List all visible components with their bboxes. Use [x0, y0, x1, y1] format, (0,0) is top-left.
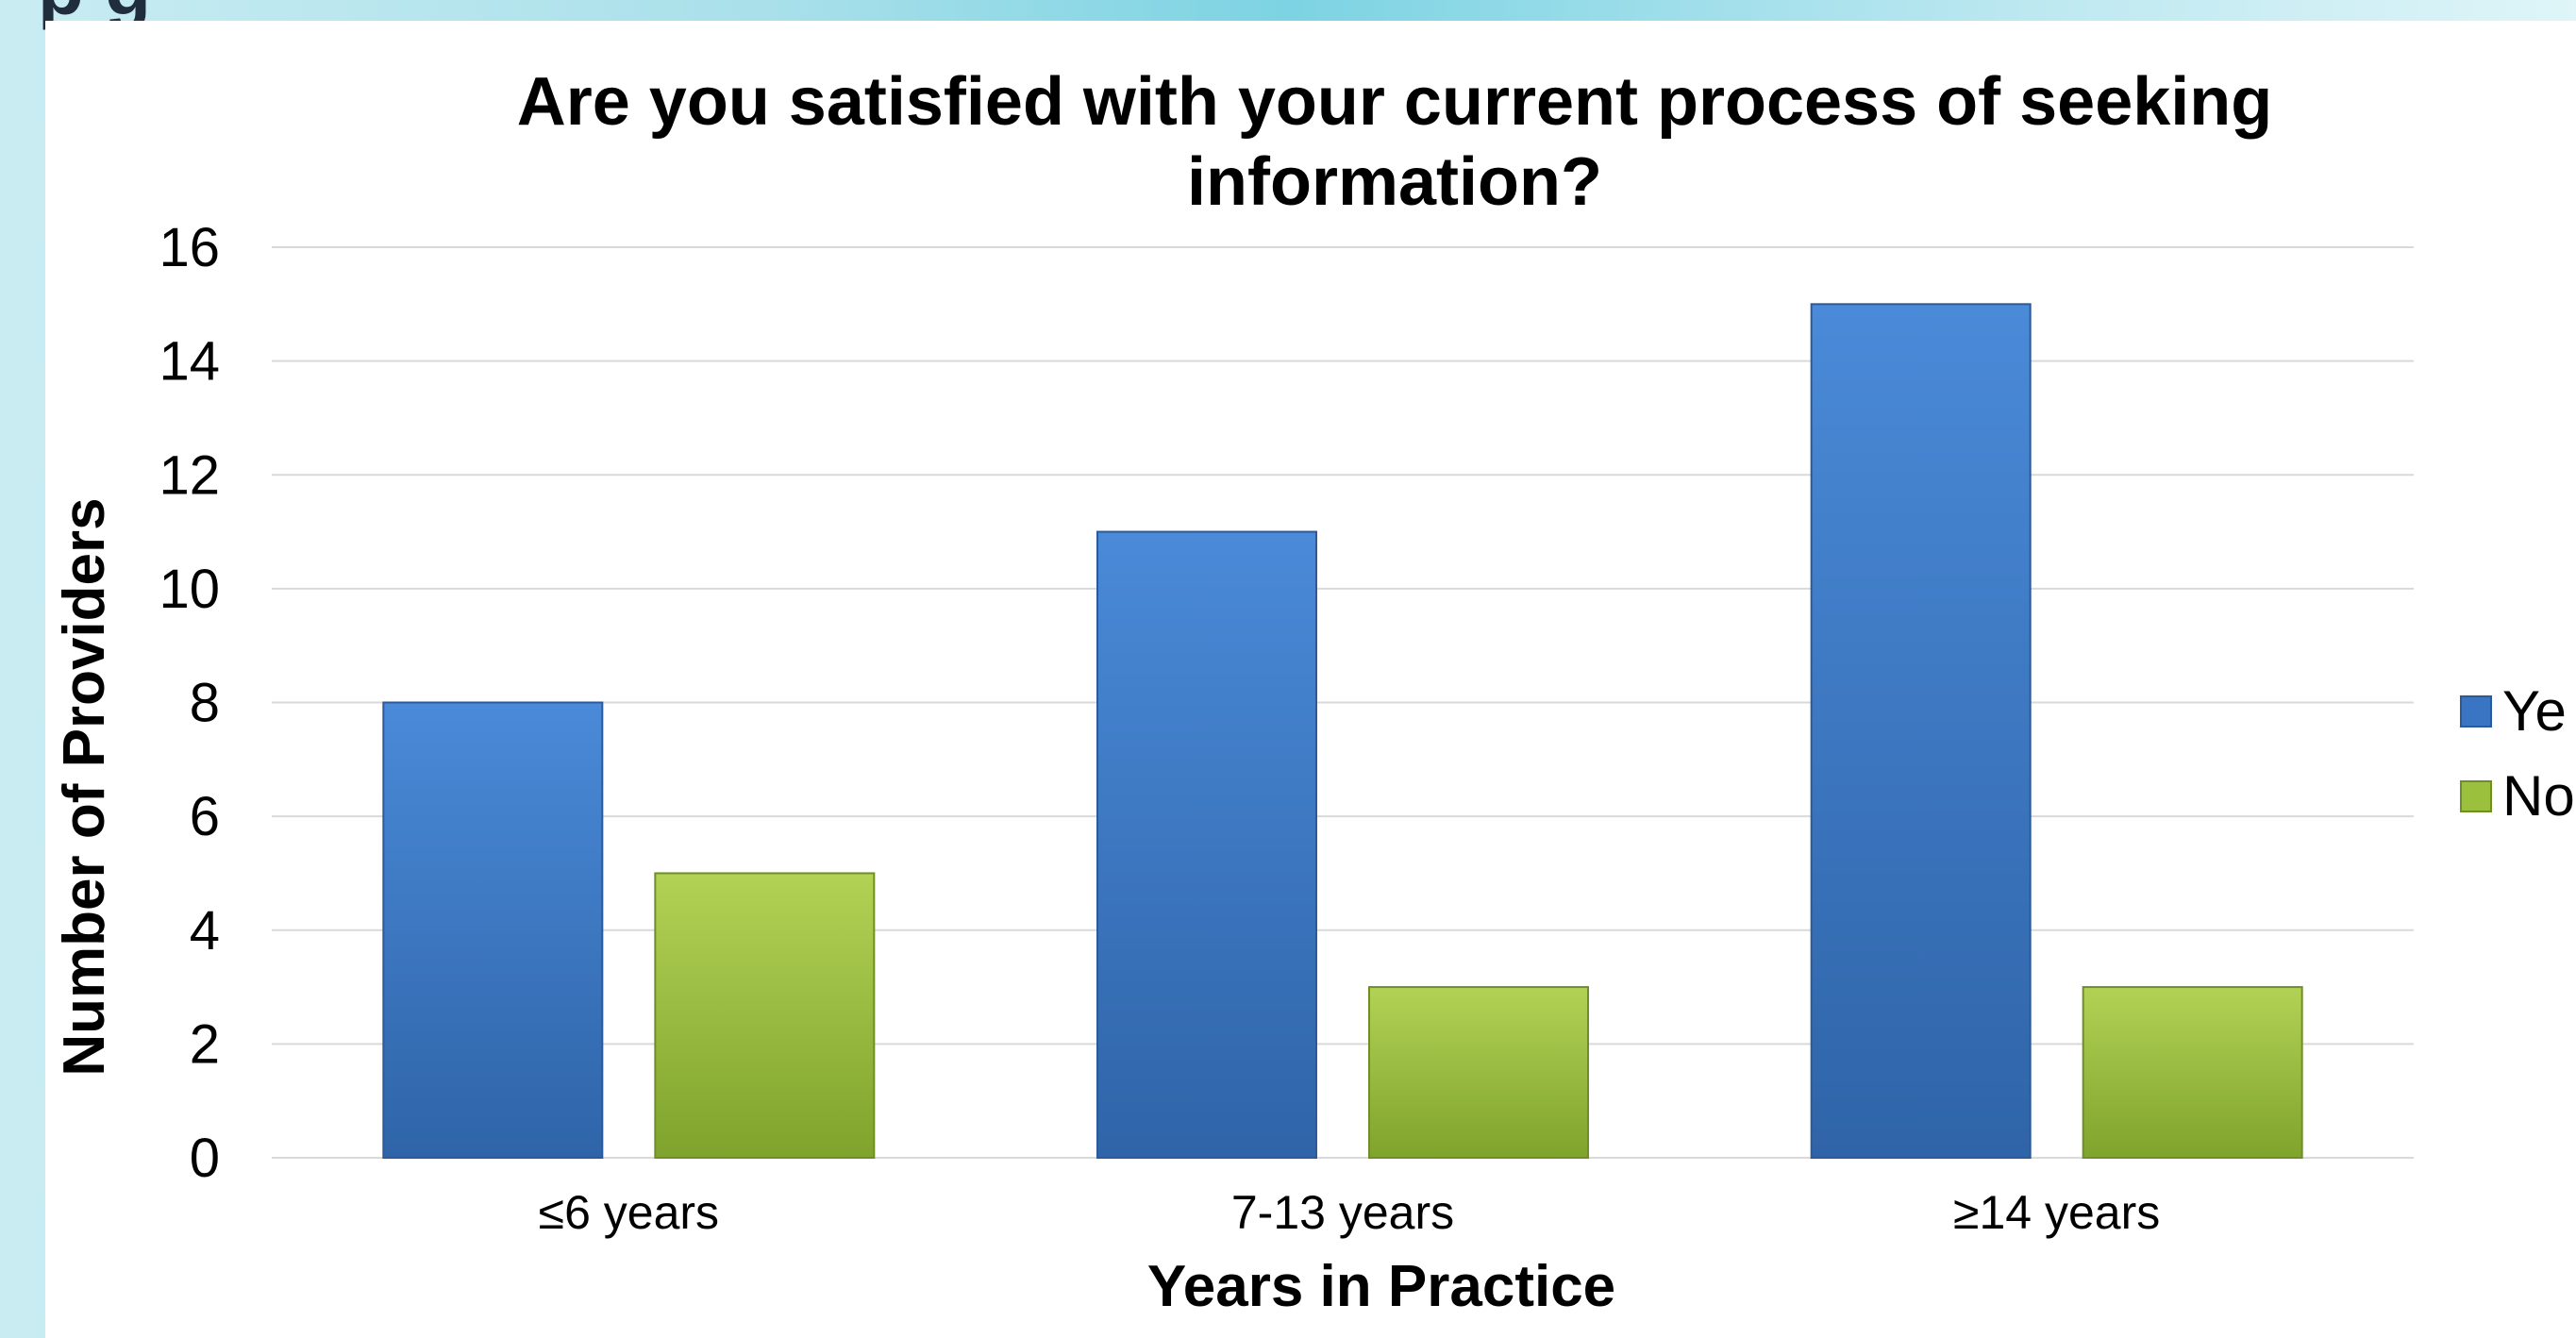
y-tick-label: 12 [159, 444, 220, 506]
y-tick-label: 4 [190, 900, 220, 962]
bar-chart: Are you satisfied with your current proc… [52, 64, 2575, 1319]
legend-label-yes: Ye [2502, 679, 2567, 743]
y-axis-ticks: 0 2 4 6 8 10 12 14 16 [159, 217, 220, 1189]
legend-label-no: No [2502, 764, 2575, 828]
y-tick-label: 16 [159, 217, 220, 278]
x-category-label: ≤6 years [539, 1186, 719, 1239]
x-axis-title: Years in Practice [1147, 1254, 1615, 1319]
bar-no-2 [1368, 986, 1589, 1159]
y-tick-label: 2 [190, 1013, 220, 1075]
y-tick-label: 14 [159, 331, 220, 393]
bar-yes-1 [382, 701, 604, 1159]
bar-no-3 [2082, 986, 2303, 1159]
gridlines [272, 246, 2414, 1159]
y-tick-label: 0 [190, 1128, 220, 1189]
x-category-label: 7-13 years [1231, 1186, 1454, 1239]
y-axis-title: Number of Providers [52, 497, 117, 1076]
chart-title-line-1: Are you satisfied with your current proc… [517, 64, 2273, 140]
y-tick-label: 8 [190, 673, 220, 734]
x-axis-category-labels: ≤6 years 7-13 years ≥14 years [539, 1186, 2161, 1239]
x-category-label: ≥14 years [1953, 1186, 2160, 1239]
y-tick-label: 6 [190, 786, 220, 847]
chart-panel: Are you satisfied with your current proc… [45, 21, 2576, 1338]
y-tick-label: 10 [159, 559, 220, 620]
legend-swatch-yes [2460, 695, 2492, 728]
legend-swatch-no [2460, 780, 2492, 812]
bar-no-1 [654, 872, 876, 1159]
chart-title-line-2: information? [1187, 144, 1602, 220]
legend: Ye No [2460, 679, 2575, 828]
bar-yes-2 [1096, 530, 1317, 1159]
bar-yes-3 [1810, 303, 2032, 1159]
bars [382, 303, 2303, 1159]
